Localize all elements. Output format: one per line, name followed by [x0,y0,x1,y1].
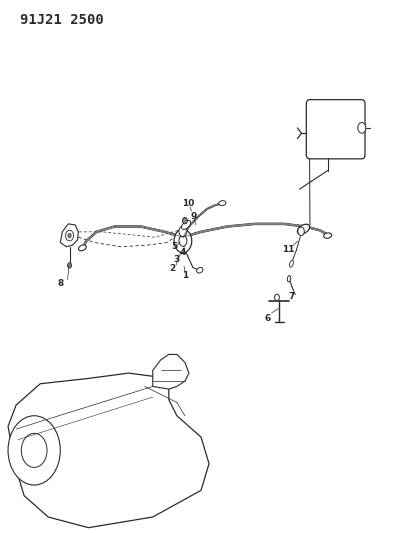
Circle shape [274,294,279,301]
Text: 7: 7 [288,292,294,301]
Ellipse shape [196,268,203,273]
Circle shape [178,226,186,237]
Ellipse shape [181,221,190,229]
Text: 5: 5 [171,242,178,251]
Circle shape [68,233,71,238]
Circle shape [21,433,47,467]
Circle shape [178,236,186,246]
Circle shape [174,229,191,253]
Text: 4: 4 [179,248,186,257]
Ellipse shape [287,276,290,282]
Polygon shape [8,373,209,528]
Text: 2: 2 [169,264,176,272]
Text: 10: 10 [182,199,194,208]
Ellipse shape [323,233,331,238]
Polygon shape [60,224,78,247]
Circle shape [357,123,365,133]
Text: 9: 9 [190,212,196,221]
Circle shape [297,227,304,236]
Circle shape [8,416,60,485]
Text: 6: 6 [264,314,270,323]
Text: 91J21 2500: 91J21 2500 [20,13,103,27]
Circle shape [67,263,71,268]
Text: 8: 8 [58,279,64,288]
Text: 1: 1 [181,271,188,280]
Polygon shape [152,354,188,389]
Text: 3: 3 [173,255,180,264]
Ellipse shape [78,245,86,251]
FancyBboxPatch shape [306,100,364,159]
Text: 11: 11 [282,245,294,254]
Ellipse shape [289,261,293,267]
Ellipse shape [218,200,225,206]
Ellipse shape [297,224,309,234]
Circle shape [65,230,73,241]
Circle shape [182,217,187,224]
